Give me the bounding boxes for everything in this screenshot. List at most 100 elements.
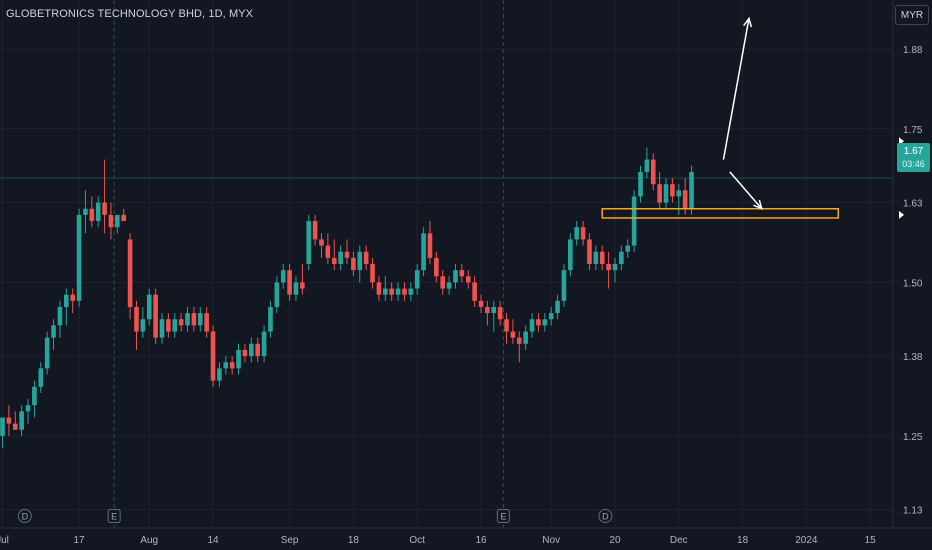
candle-body [612, 264, 618, 271]
candle-body [108, 214, 114, 228]
candle-body [306, 221, 312, 264]
candle-body [134, 306, 139, 332]
candle [25, 399, 31, 424]
candle [115, 214, 120, 234]
candle [504, 313, 509, 344]
candle-body [689, 171, 694, 209]
candle-body [574, 227, 579, 240]
earnings-marker[interactable]: E [107, 509, 121, 523]
candle-body [676, 190, 682, 197]
candle [325, 233, 331, 264]
candle [542, 313, 548, 332]
price-tick-label: 1.25 [903, 432, 923, 443]
candle [427, 221, 433, 264]
candle [261, 325, 267, 363]
candle-body [497, 306, 503, 320]
candle-body [523, 331, 528, 344]
candle [95, 196, 101, 228]
candle [491, 300, 497, 332]
candle [453, 264, 458, 289]
candle [319, 233, 324, 258]
arrow-down-shaft [729, 171, 763, 210]
candle [242, 343, 248, 363]
candle [357, 245, 363, 283]
candle [102, 159, 107, 234]
candle-body [178, 319, 184, 326]
candle [293, 276, 299, 301]
candle [638, 165, 643, 203]
candle [657, 171, 662, 209]
candle [268, 300, 273, 338]
time-tick-label: Oct [409, 535, 425, 546]
candle-body [536, 319, 541, 326]
candle-body [402, 288, 407, 295]
candle [229, 356, 235, 375]
candle [663, 178, 669, 209]
candle-body [344, 251, 350, 258]
marker-shape [17, 509, 32, 523]
candle-body [127, 239, 133, 307]
earnings-marker[interactable]: E [496, 509, 510, 523]
candle [606, 251, 611, 289]
price-tick-label: 1.13 [903, 506, 923, 517]
candle [472, 276, 477, 307]
candle [223, 356, 229, 375]
candle-body [146, 294, 152, 320]
candle [89, 196, 95, 228]
candle [408, 282, 414, 301]
candle [76, 208, 82, 307]
candle [612, 257, 618, 283]
candle [338, 245, 343, 271]
candle-body [64, 294, 69, 307]
candle-body [70, 294, 75, 301]
candle [166, 313, 171, 338]
currency-button[interactable]: MYR [895, 5, 929, 25]
candle-body [478, 300, 484, 307]
candle [287, 264, 292, 301]
candle [280, 264, 286, 289]
candle-body [548, 313, 554, 320]
candle [236, 343, 241, 375]
time-tick-label: Nov [542, 535, 560, 546]
candle [19, 405, 24, 436]
time-tick-label: 20 [609, 535, 621, 546]
candle-body [236, 349, 241, 369]
candle [625, 239, 631, 258]
candle [83, 190, 88, 234]
candle-body [504, 319, 509, 332]
candle [204, 306, 209, 338]
candle-body [510, 331, 516, 338]
bar-countdown: 03:46 [902, 159, 925, 169]
candle [689, 165, 694, 215]
candle-body [0, 417, 5, 436]
candle [108, 202, 114, 240]
dividend-marker[interactable]: D [598, 509, 613, 523]
candle-body [255, 343, 260, 357]
candle [587, 233, 592, 271]
time-tick-label: 18 [348, 535, 360, 546]
candle [561, 264, 567, 307]
candle-body [319, 239, 324, 246]
arrow-down-head [753, 199, 763, 211]
candle [434, 251, 439, 283]
candle-body [102, 202, 107, 215]
time-tick-label: 17 [73, 535, 85, 546]
candle-body [274, 282, 280, 307]
candle-body [682, 190, 688, 209]
candle [44, 331, 50, 375]
candle-body [166, 319, 171, 332]
candle [249, 337, 254, 363]
candle-body [217, 368, 222, 381]
candle [446, 276, 452, 295]
dividend-marker[interactable]: D [17, 509, 32, 523]
candle-body [229, 362, 235, 369]
price-tick-label: 1.75 [903, 125, 923, 136]
candle [0, 417, 5, 449]
candle [548, 306, 554, 326]
time-tick-label: Dec [670, 535, 688, 546]
candle-body [312, 221, 318, 240]
candle-body [485, 306, 490, 314]
candle [38, 362, 44, 393]
